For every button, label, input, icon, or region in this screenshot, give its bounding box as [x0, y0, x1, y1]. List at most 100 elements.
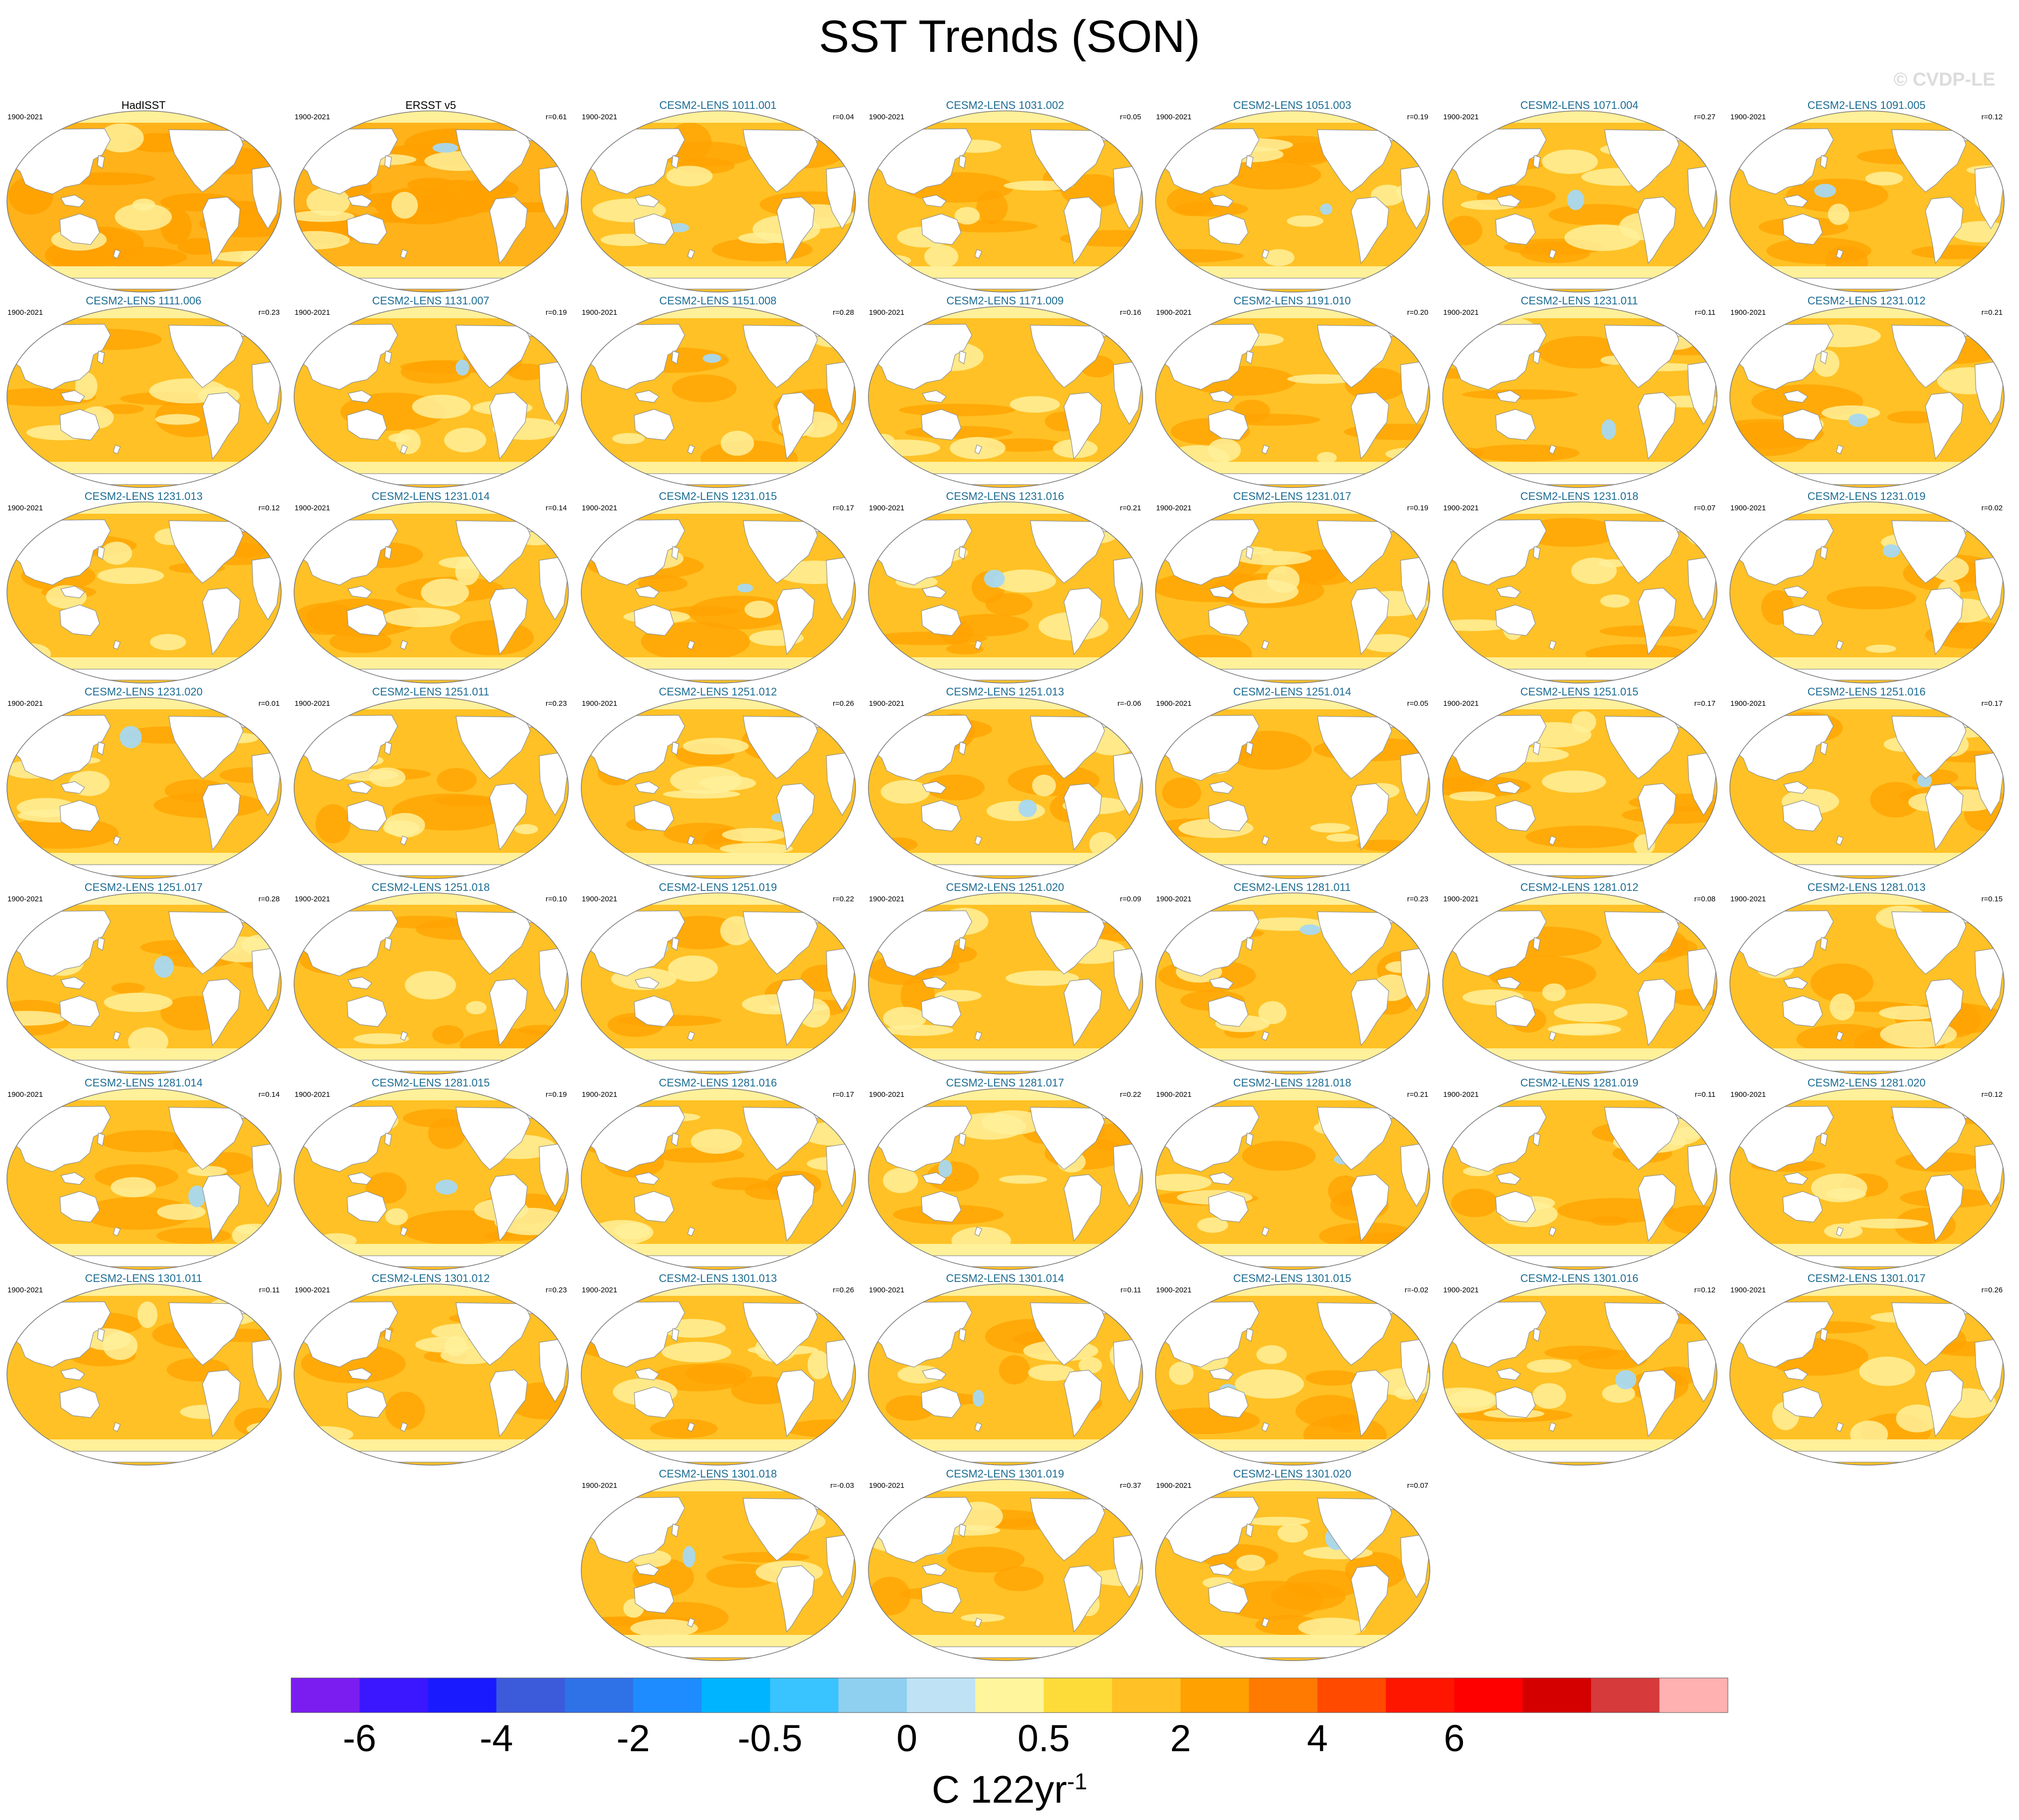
panel-period: 1900-2021 — [869, 113, 905, 121]
colorbar-swatch — [1659, 1678, 1728, 1713]
map-outline — [868, 1088, 1143, 1270]
weak-trend-patch — [404, 971, 456, 1000]
landmass-australia — [347, 604, 387, 636]
landmass-australia — [59, 409, 100, 441]
landmass-antarctica — [1733, 864, 2001, 876]
weak-trend-patch — [391, 192, 418, 219]
map-outline — [1729, 306, 2005, 488]
landmass-japan — [1820, 741, 1828, 755]
landmass-antarctica — [1159, 473, 1427, 485]
map-outline — [581, 501, 856, 684]
landmass-antarctica — [10, 669, 278, 681]
landmass-samerica — [776, 783, 815, 851]
panel-correlation: r=0.17 — [1694, 699, 1716, 708]
landmass-nz — [974, 640, 982, 650]
sst-trend-map — [1442, 1088, 1717, 1270]
southern-ocean-band — [581, 1244, 856, 1257]
sst-trend-map — [1155, 697, 1430, 879]
map-outline — [1729, 1088, 2005, 1270]
panel-period: 1900-2021 — [869, 895, 905, 903]
landmass-japan — [1533, 350, 1541, 364]
landmass-maritime — [635, 781, 659, 794]
weak-trend-patch — [661, 1341, 732, 1363]
weak-trend-patch — [1552, 1023, 1621, 1036]
landmass-antarctica — [871, 669, 1140, 681]
landmass-japan — [671, 937, 679, 951]
landmass-japan — [671, 350, 679, 364]
panel-correlation: r=-0.06 — [1117, 699, 1141, 708]
landmass-samerica — [1063, 588, 1102, 655]
landmass-nz — [1262, 249, 1269, 259]
landmass-australia — [1208, 213, 1249, 245]
map-panel: CESM2-LENS 1231.015 1900-2021 r=0.17 — [577, 490, 859, 686]
landmass-australia — [1782, 604, 1823, 636]
landmass-japan — [959, 741, 966, 755]
panel-title: CESM2-LENS 1301.019 — [946, 1468, 1064, 1480]
panel-title: CESM2-LENS 1111.006 — [86, 295, 202, 307]
weak-trend-patch — [719, 842, 793, 855]
landmass-australia — [59, 1191, 100, 1223]
map-panel: CESM2-LENS 1281.012 1900-2021 r=0.08 — [1438, 881, 1720, 1077]
landmass-australia — [1495, 1386, 1536, 1418]
landmass-antarctica — [584, 1255, 853, 1267]
sst-trend-map — [868, 110, 1143, 293]
landmass-antarctica — [297, 278, 565, 290]
landmass-maritime — [60, 390, 85, 403]
warm-anomaly — [1887, 411, 1939, 424]
landmass-australia — [1495, 409, 1536, 441]
landmass-samerica — [1638, 979, 1676, 1046]
landmass-nz — [1262, 444, 1269, 454]
panel-period: 1900-2021 — [1730, 504, 1766, 512]
panel-title: CESM2-LENS 1231.011 — [1520, 295, 1638, 307]
map-outline — [294, 110, 569, 293]
map-panel: CESM2-LENS 1301.011 1900-2021 r=0.11 — [2, 1272, 285, 1468]
panel-period: 1900-2021 — [7, 699, 43, 708]
panel-period: 1900-2021 — [1156, 1286, 1192, 1294]
warm-anomaly — [1518, 518, 1620, 547]
warm-anomaly — [1221, 160, 1321, 190]
landmass-australia — [1208, 1191, 1249, 1223]
weak-trend-patch — [1316, 452, 1337, 464]
panel-title: HadISST — [121, 99, 166, 111]
sst-trend-map — [1729, 306, 2005, 488]
landmass-namerica — [1317, 129, 1392, 193]
southern-ocean-band — [1730, 853, 2004, 866]
sst-trend-map — [294, 1088, 569, 1270]
southern-ocean-band — [868, 1048, 1143, 1061]
landmass-nz — [974, 1422, 982, 1432]
landmass-japan — [671, 1524, 679, 1537]
panel-correlation: r=0.23 — [258, 308, 280, 317]
cool-anomaly — [1018, 799, 1037, 817]
panel-title: CESM2-LENS 1191.010 — [1233, 295, 1351, 307]
landmass-namerica — [1317, 911, 1392, 975]
cool-anomaly — [972, 1389, 984, 1407]
southern-ocean-band — [1156, 853, 1430, 866]
landmass-australia — [921, 409, 961, 441]
landmass-maritime — [60, 586, 85, 598]
landmass-australia — [59, 800, 100, 832]
weak-trend-patch — [1236, 1554, 1265, 1571]
panel-correlation: r=0.21 — [1981, 308, 2003, 317]
map-panel: CESM2-LENS 1011.001 1900-2021 r=0.04 — [577, 99, 859, 295]
sst-trend-map — [581, 501, 856, 684]
map-panel: CESM2-LENS 1231.012 1900-2021 r=0.21 — [1725, 295, 2008, 490]
sst-trend-map — [1442, 697, 1717, 879]
panel-correlation: r=0.11 — [1120, 1286, 1141, 1294]
panel-correlation: r=0.10 — [546, 895, 567, 903]
map-panel: CESM2-LENS 1231.013 1900-2021 r=0.12 — [2, 490, 285, 686]
warm-anomaly — [1443, 447, 1485, 459]
landmass-nz — [1549, 249, 1557, 259]
sst-trend-map — [6, 306, 282, 488]
panel-correlation: r=-0.02 — [1405, 1286, 1428, 1294]
landmass-samerica — [1925, 979, 1964, 1046]
landmass-namerica — [168, 1107, 244, 1170]
panel-correlation: r=0.05 — [1407, 699, 1428, 708]
weak-trend-patch — [101, 541, 132, 565]
map-panel: CESM2-LENS 1301.012 1900-2021 r=0.23 — [290, 1272, 572, 1468]
landmass-namerica — [1030, 520, 1105, 584]
weak-trend-patch — [1032, 775, 1056, 796]
colorbar-swatch — [1522, 1678, 1592, 1713]
landmass-maritime — [1209, 1563, 1234, 1576]
panel-title: CESM2-LENS 1301.016 — [1520, 1272, 1639, 1284]
weak-trend-patch — [157, 1204, 206, 1220]
